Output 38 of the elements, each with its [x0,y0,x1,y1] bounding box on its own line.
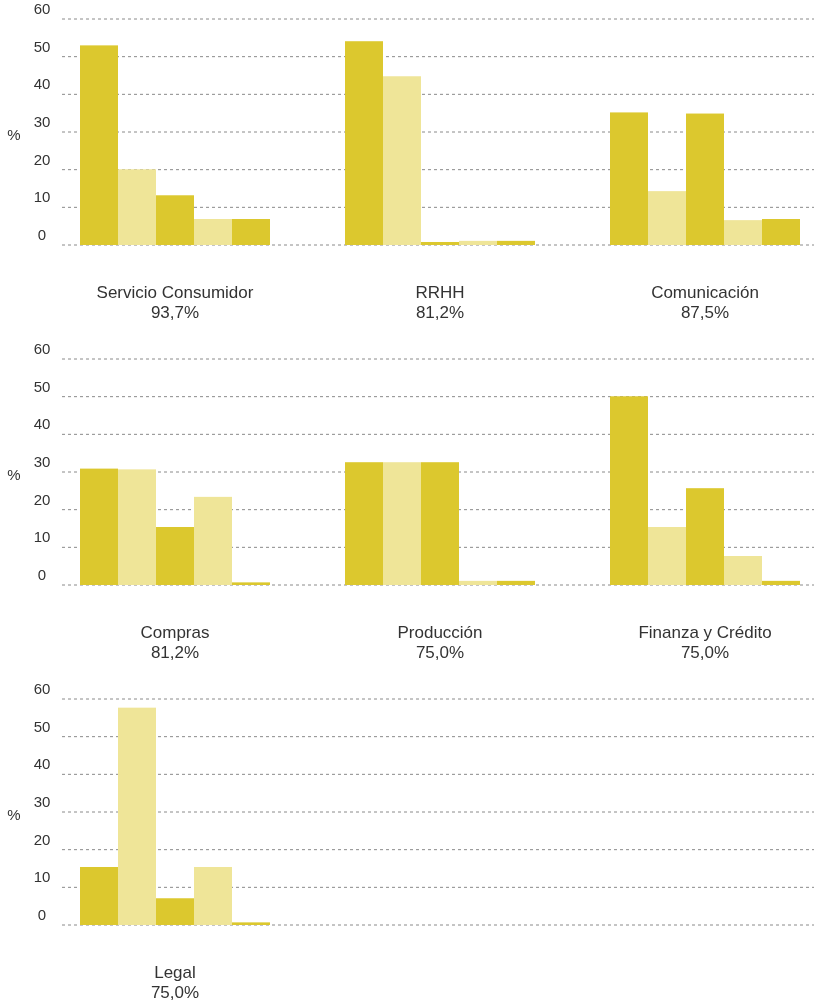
text: 87,5% [680,303,730,322]
text: 75,0% [150,983,200,1002]
text: 75,0% [680,643,730,662]
y-axis-title: % [7,806,21,823]
y-tick-label: 10 [33,188,51,206]
y-tick-label: 0 [37,566,47,583]
text: 75,0% [415,643,465,662]
x-tick-label: Legal [154,963,196,982]
y-tick-label: 10 [33,868,51,886]
y-tick-label: 40 [33,755,51,773]
y-tick-label: 60 [33,680,51,697]
x-tick-label: Finanza y Crédito [638,623,772,642]
y-tick-label: 0 [37,226,47,243]
y-tick-label: 20 [33,490,51,508]
y-tick-label: 10 [33,528,51,546]
y-axis-title: % [7,466,21,483]
y-tick-label: 30 [33,793,51,810]
x-tick-label: Servicio Consumidor [96,283,254,302]
y-tick-label: 40 [33,415,51,433]
y-tick-label: 30 [33,453,51,470]
y-tick-label: 50 [33,37,51,55]
x-tick-label: Compras [140,623,210,642]
y-tick-label: 20 [33,150,51,168]
text: 81,2% [415,303,465,322]
y-tick-label: 60 [33,0,51,17]
y-tick-label: 20 [33,830,51,848]
y-tick-label: 60 [33,340,51,357]
y-tick-label: 0 [37,906,47,923]
y-axis-title: % [7,126,21,143]
text: 93,7% [150,303,200,322]
y-tick-label: 30 [33,113,51,130]
text: 81,2% [150,643,200,662]
y-tick-label: 50 [33,377,51,395]
x-tick-label: RRHH [415,283,465,302]
x-tick-label: Comunicación [651,283,759,302]
x-tick-label: Producción [397,623,483,642]
y-tick-label: 50 [33,717,51,735]
y-tick-label: 40 [33,75,51,93]
